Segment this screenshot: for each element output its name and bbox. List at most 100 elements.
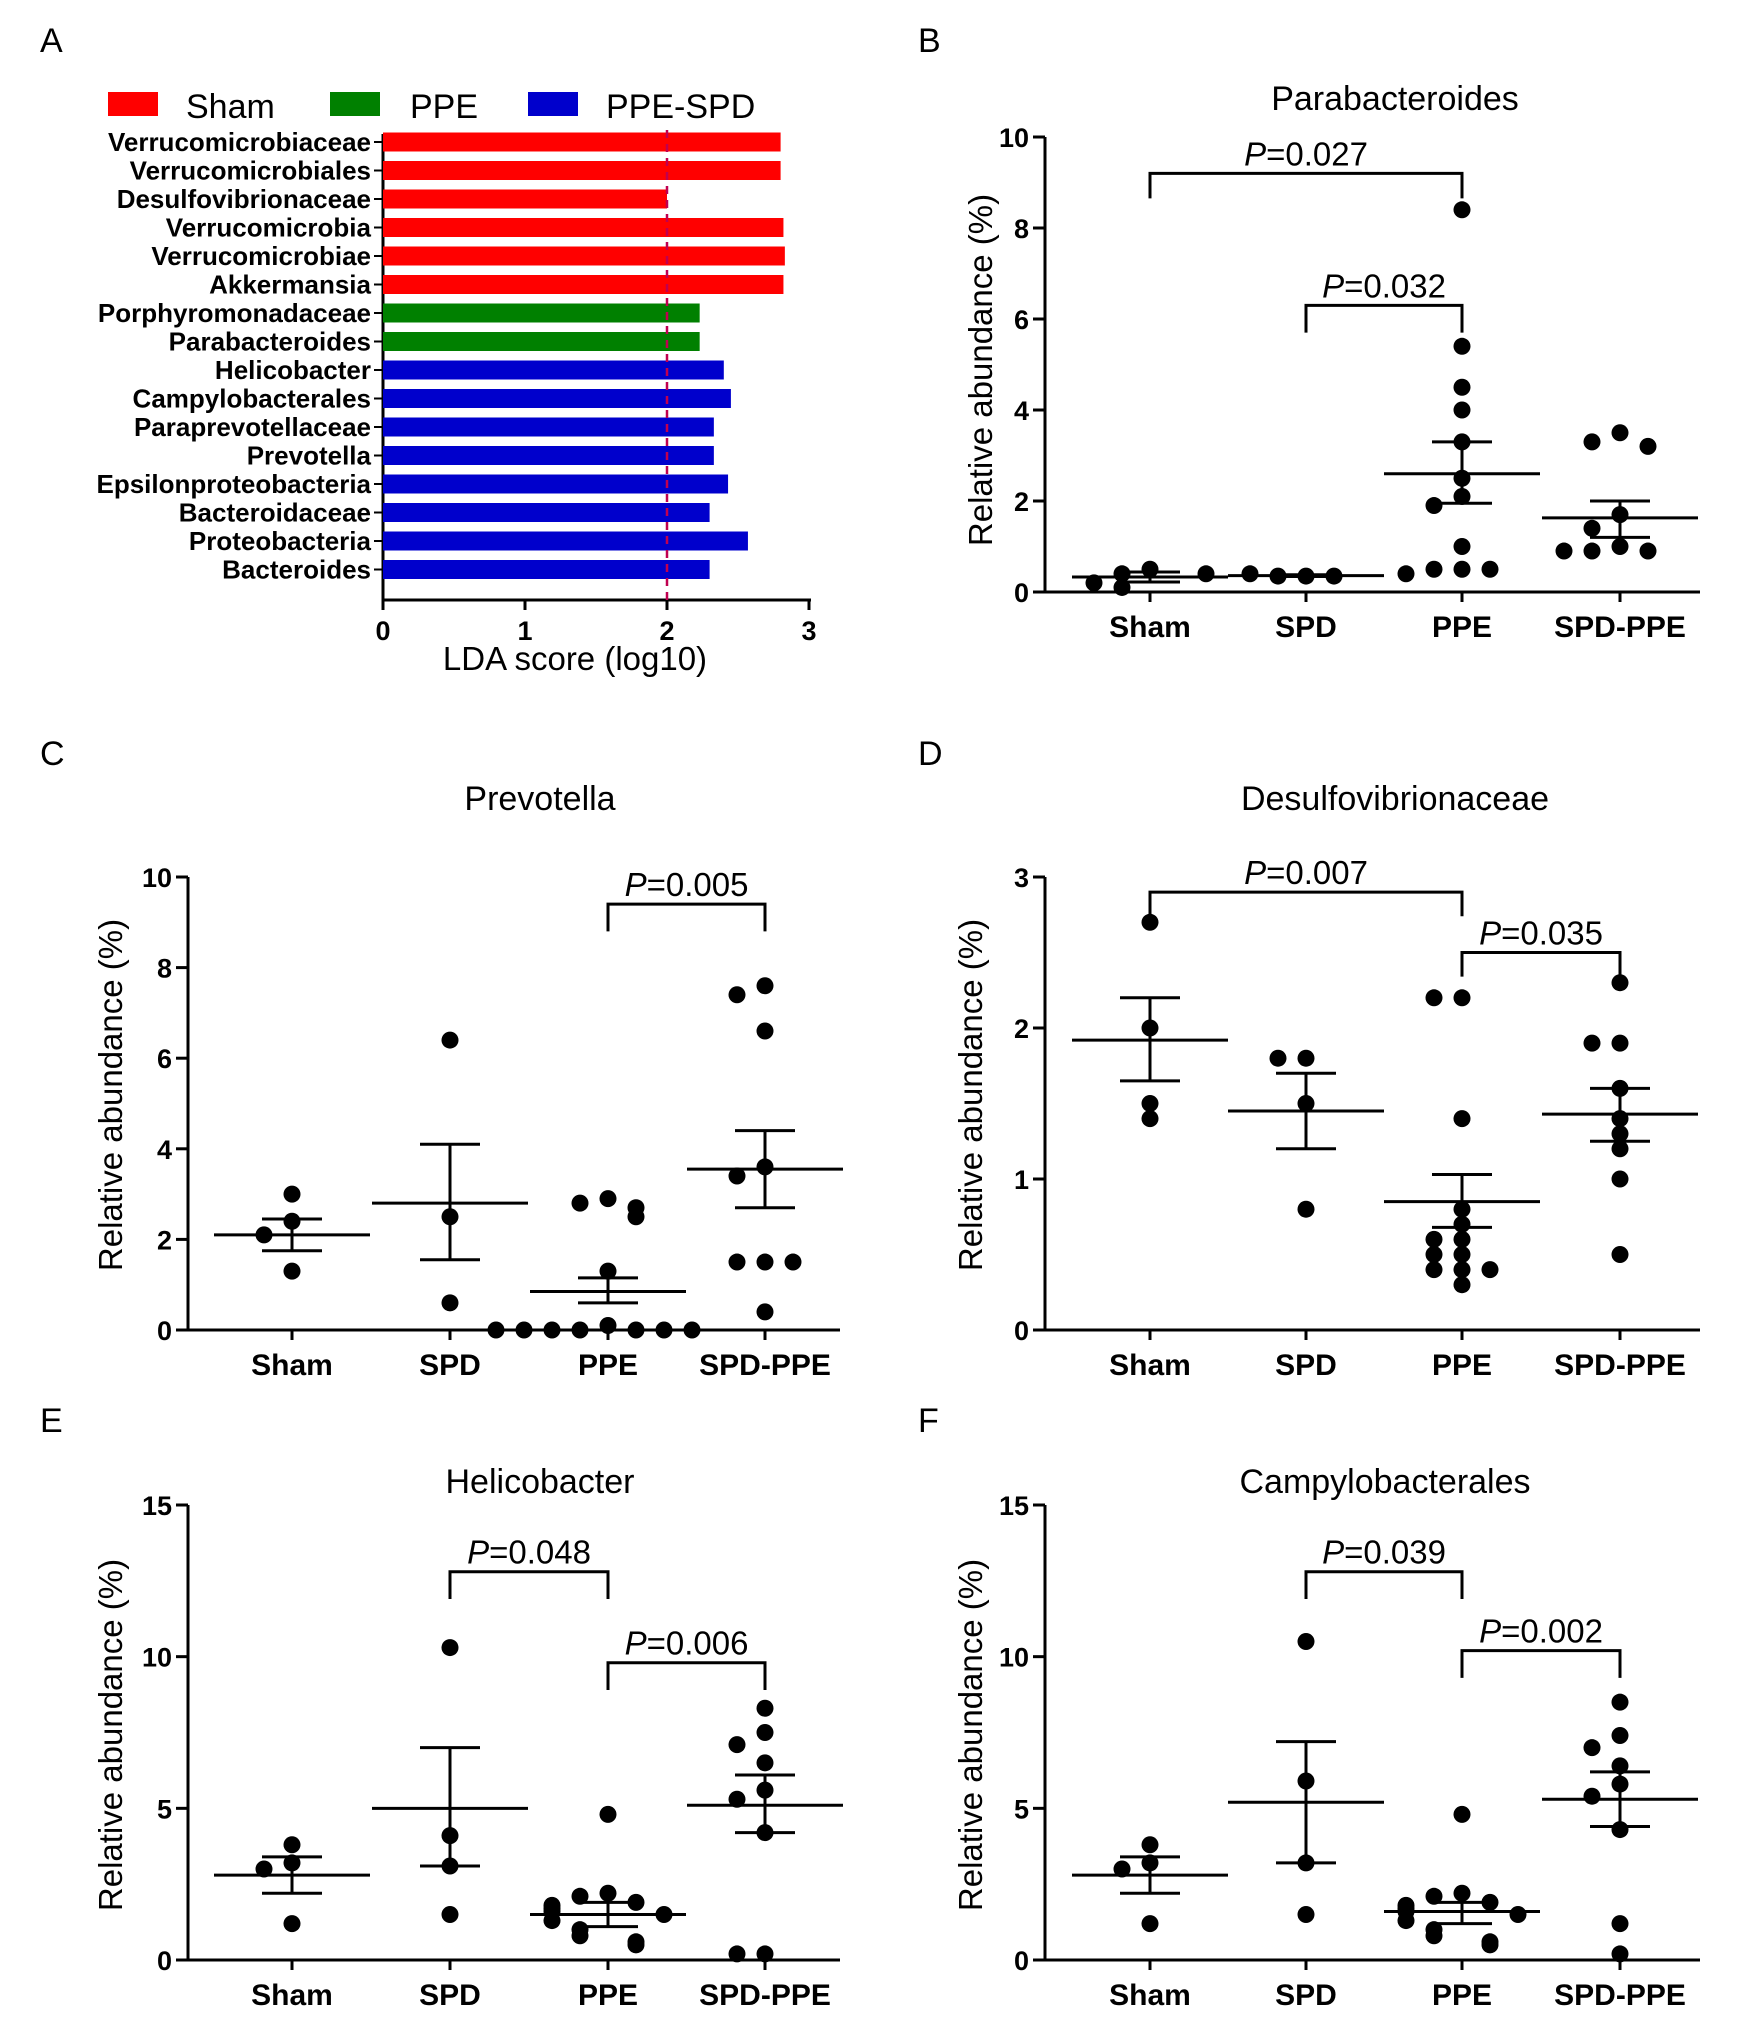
data-point [1141,1095,1159,1112]
data-point [1611,1246,1629,1263]
y-tick-label: 4 [157,1135,172,1165]
lda-bar [383,246,785,266]
data-point [728,1167,746,1185]
data-point [728,1736,746,1754]
data-point [599,1884,617,1902]
data-point [283,1915,301,1933]
data-point [756,1022,774,1040]
data-point [1141,913,1159,931]
y-tick-label: 4 [1014,396,1029,426]
y-tick-label: 5 [157,1794,172,1824]
legend-swatch-ppe-spd [528,92,578,116]
data-point [1453,1884,1471,1902]
lda-bar-label: Helicobacter [215,355,371,385]
data-point [1453,1246,1471,1263]
lda-bar-label: Desulfovibrionaceae [117,184,371,214]
data-point [1453,1230,1471,1248]
data-point [756,1303,774,1321]
data-point [441,1639,459,1657]
lda-bar-label: Akkermansia [209,270,371,300]
data-point [1113,1860,1131,1878]
data-point [599,1316,617,1334]
y-tick-label: 3 [1014,863,1029,893]
significance-bracket [1460,1649,1622,1678]
category-label: PPE [1432,1349,1492,1382]
y-tick-label: 2 [1014,1014,1029,1044]
data-point [1611,1170,1629,1188]
data-point [1453,1805,1471,1823]
data-point [571,1927,589,1945]
lda-bar-label: Bacteroidaceae [179,498,371,528]
lda-bar-label: Proteobacteria [189,526,372,556]
p-value-label: P=0.007 [1244,854,1368,891]
lda-bar [383,474,729,494]
data-point [1425,560,1443,578]
data-point [1611,1945,1629,1963]
data-point [599,1262,617,1280]
significance-bracket [1304,1570,1464,1600]
panel-label-C: C [40,735,65,773]
y-tick-label: 0 [157,1946,172,1976]
significance-bracket [1148,171,1464,199]
lda-bar [383,531,748,551]
data-point [1297,1906,1315,1923]
y-tick-label: 8 [1014,214,1029,244]
category-label: SPD [1275,1979,1337,2012]
data-point [487,1321,505,1339]
data-point [1583,542,1601,560]
category-label: Sham [251,1349,333,1382]
category-label: Sham [1109,1979,1191,2012]
lda-bar [383,303,700,323]
lda-bar-label: Parabacteroides [169,327,371,357]
data-point [1453,538,1471,555]
y-tick-label: 1 [1014,1165,1029,1195]
data-point [627,1936,645,1954]
data-point [1453,1110,1471,1128]
category-label: SPD [1275,611,1337,644]
data-point [655,1321,673,1339]
y-tick-label: 15 [999,1491,1029,1521]
data-point [441,1906,459,1923]
lda-bar [383,503,710,522]
legend-label-ppe-spd: PPE-SPD [606,88,755,126]
data-point [1453,560,1471,578]
data-point [1453,989,1471,1007]
data-point [441,1294,459,1312]
significance-bracket [448,1570,610,1600]
y-tick-label: 0 [1014,1316,1029,1346]
legend-swatch-sham [108,92,158,116]
y-tick-label: 2 [157,1225,172,1255]
data-point [1425,497,1443,515]
p-value-label: P=0.048 [467,1534,591,1571]
data-point [1425,1230,1443,1248]
category-label: SPD-PPE [1554,611,1686,644]
data-point [1197,565,1215,583]
lda-bar [383,446,714,465]
data-point [1611,974,1629,992]
data-point [728,1253,746,1271]
data-point [1611,1757,1629,1775]
x-tick-label: 2 [659,616,674,646]
data-point [599,1190,617,1208]
panel-title: Campylobacterales [1239,1463,1530,1501]
x-tick-label: 1 [517,616,532,646]
data-point [1583,1034,1601,1052]
panel-title: Desulfovibrionaceae [1241,780,1549,818]
category-label: SPD [419,1979,481,2012]
significance-bracket [606,902,767,932]
data-point [1141,1915,1159,1933]
data-point [1397,1912,1415,1930]
p-value-label: P=0.006 [625,1625,749,1662]
data-point [756,1724,774,1741]
data-point [1453,378,1471,396]
panel-label-E: E [40,1402,63,1440]
y-tick-label: 0 [1014,1946,1029,1976]
category-label: Sham [1109,611,1191,644]
data-point [1425,1261,1443,1279]
panel-label-F: F [918,1402,939,1440]
data-point [1639,542,1657,560]
lda-bar [383,389,731,408]
y-axis-label: Relative abundance (%) [952,919,989,1271]
scatter-panel-desulfovibrionaceae: Desulfovibrionaceae Relative abundance (… [952,780,1700,1382]
panel-title: Helicobacter [446,1463,635,1501]
